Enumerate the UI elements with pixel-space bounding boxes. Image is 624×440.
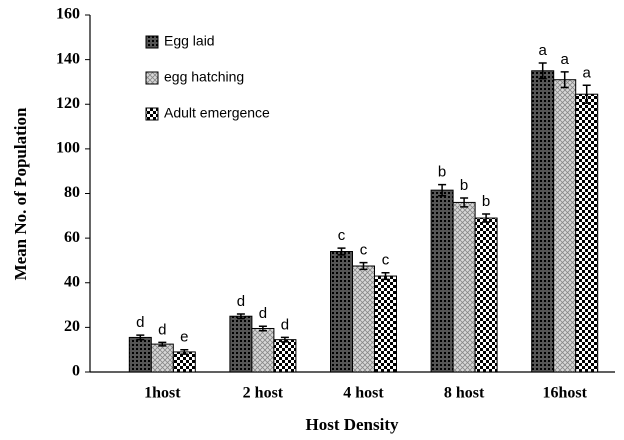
y-tick-label: 60 xyxy=(64,229,80,246)
error-bar xyxy=(538,62,547,80)
bar xyxy=(128,336,152,373)
y-tick-label: 0 xyxy=(72,363,80,380)
bar xyxy=(531,70,555,373)
significance-letter: e xyxy=(180,329,188,346)
x-tick-label: 1host xyxy=(144,385,181,402)
error-bar xyxy=(460,197,469,208)
significance-letter: a xyxy=(561,51,570,68)
y-tick-label: 160 xyxy=(56,6,80,23)
error-bar xyxy=(136,334,145,341)
legend-label: egg hatching xyxy=(164,69,244,85)
error-bar xyxy=(337,247,346,256)
x-axis-title: Host Density xyxy=(305,415,399,434)
error-bar xyxy=(258,325,267,332)
bar xyxy=(251,327,275,373)
bar xyxy=(172,351,196,373)
x-tick-label: 4 host xyxy=(343,385,384,402)
error-bar xyxy=(381,271,390,281)
bar xyxy=(330,251,353,373)
bar xyxy=(150,343,174,373)
significance-letter: c xyxy=(382,252,390,269)
significance-letter: b xyxy=(438,164,446,181)
bar xyxy=(352,265,375,373)
error-bar xyxy=(560,71,569,89)
error-bar xyxy=(236,313,245,320)
significance-letter: a xyxy=(583,64,592,81)
bar xyxy=(474,217,498,373)
significance-letter: a xyxy=(539,42,548,59)
significance-letter: d xyxy=(259,305,267,322)
legend-swatch xyxy=(145,35,159,49)
significance-letter: c xyxy=(360,242,368,259)
y-tick-label: 140 xyxy=(56,50,80,67)
significance-letter: d xyxy=(136,314,144,331)
bar xyxy=(229,315,253,373)
significance-letter: d xyxy=(281,316,289,333)
error-bar xyxy=(280,336,289,343)
significance-letter: d xyxy=(237,293,245,310)
x-tick-label: 16host xyxy=(542,385,587,402)
legend-label: Egg laid xyxy=(164,33,215,49)
y-tick-label: 80 xyxy=(64,184,80,201)
y-tick-label: 20 xyxy=(64,318,80,335)
legend-label: Adult emergence xyxy=(164,105,270,121)
legend-swatch xyxy=(145,107,159,121)
bar xyxy=(273,339,297,373)
significance-letter: d xyxy=(158,321,166,338)
error-bar xyxy=(359,261,368,271)
significance-letter: b xyxy=(460,177,468,194)
significance-letter: c xyxy=(338,227,346,244)
bar xyxy=(430,189,454,373)
x-tick-label: 2 host xyxy=(243,385,284,402)
error-bar xyxy=(180,348,189,355)
bar xyxy=(374,275,397,373)
bar xyxy=(575,93,599,373)
error-bar xyxy=(438,183,447,197)
x-tick-label: 8 host xyxy=(444,385,485,402)
y-tick-label: 40 xyxy=(64,273,80,290)
y-tick-label: 100 xyxy=(56,140,80,157)
error-bar xyxy=(582,84,591,104)
error-bar xyxy=(158,341,167,347)
significance-letter: b xyxy=(482,193,490,210)
bar xyxy=(452,201,476,373)
legend-swatch xyxy=(145,71,159,85)
y-axis-title: Mean No. of Population xyxy=(11,107,30,280)
y-tick-label: 120 xyxy=(56,95,80,112)
error-bar xyxy=(482,213,491,223)
bar xyxy=(553,79,577,373)
